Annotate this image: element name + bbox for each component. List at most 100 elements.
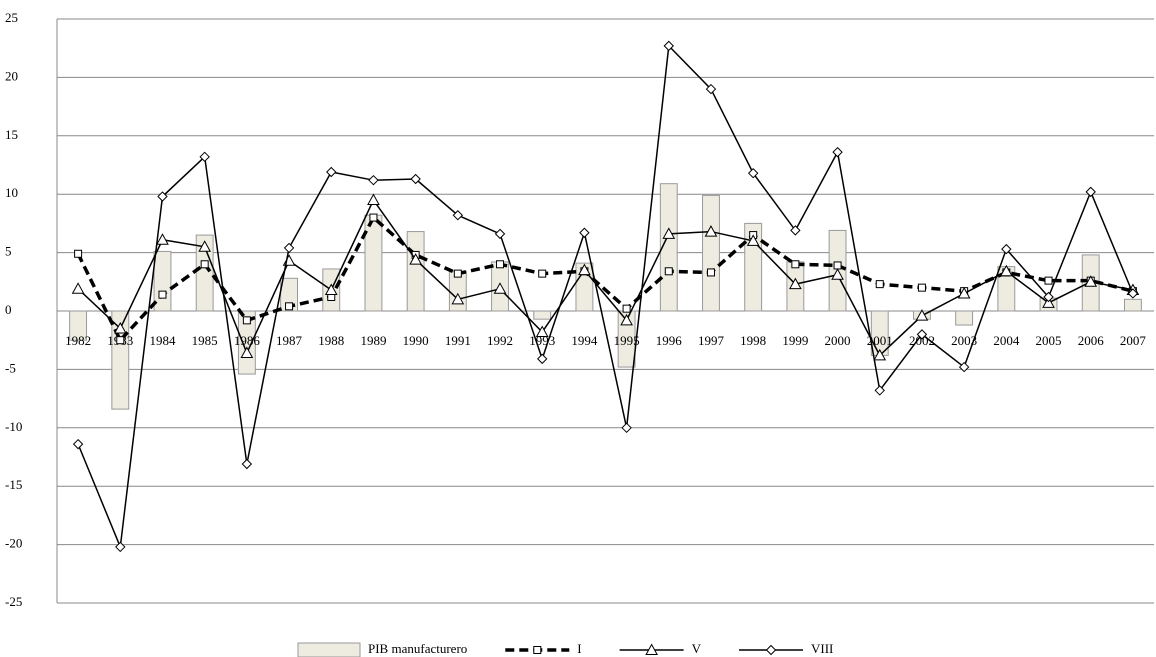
- x-tick-label: 1987: [276, 333, 303, 348]
- marker: [579, 227, 590, 238]
- marker: [663, 40, 674, 52]
- marker: [1044, 276, 1053, 285]
- x-tick-label: 1995: [614, 333, 640, 348]
- x-tick-label: 2000: [825, 333, 851, 348]
- marker: [157, 191, 168, 202]
- marker: [875, 280, 884, 289]
- marker: [706, 268, 715, 277]
- x-tick-label: 2004: [993, 333, 1020, 348]
- marker: [1084, 275, 1098, 287]
- marker: [451, 292, 465, 305]
- legend-marker: [645, 643, 658, 655]
- bar: [1123, 298, 1142, 312]
- marker: [1001, 243, 1012, 255]
- y-tick-label: -5: [5, 360, 16, 375]
- marker: [1043, 291, 1054, 303]
- marker: [452, 210, 464, 221]
- marker: [242, 316, 251, 325]
- marker: [874, 385, 885, 396]
- x-tick-label: 2006: [1078, 333, 1105, 348]
- marker: [72, 438, 84, 450]
- marker: [873, 348, 887, 361]
- x-tick-label: 1993: [529, 333, 555, 348]
- line: [76, 214, 1134, 344]
- marker: [1127, 288, 1139, 299]
- line: [77, 198, 1134, 357]
- bar: [533, 310, 552, 320]
- marker: [115, 541, 126, 553]
- x-tick-label: 1990: [403, 333, 429, 348]
- x-tick-label: 2003: [951, 333, 977, 348]
- bar: [195, 234, 214, 312]
- y-tick-label: 25: [5, 10, 18, 25]
- marker: [116, 336, 125, 345]
- marker: [620, 313, 633, 326]
- marker: [71, 282, 85, 294]
- marker: [538, 269, 547, 278]
- bar: [364, 214, 383, 312]
- marker: [578, 263, 591, 276]
- legend-marker: [765, 644, 777, 656]
- legend-label: V: [692, 641, 702, 656]
- y-tick-label: 5: [5, 244, 12, 259]
- bar: [406, 231, 425, 312]
- bar: [659, 183, 678, 312]
- marker: [200, 260, 209, 269]
- bar: [702, 194, 720, 312]
- y-tick-label: -15: [5, 477, 22, 492]
- line: [77, 44, 1134, 550]
- x-tick-label: 1982: [65, 333, 91, 348]
- y-tick-label: 0: [5, 302, 12, 317]
- marker: [453, 269, 462, 278]
- marker: [410, 173, 421, 185]
- marker: [369, 213, 378, 222]
- x-tick-label: 1984: [149, 333, 176, 348]
- x-tick-label: 1999: [782, 333, 808, 348]
- legend-swatch: [297, 642, 361, 657]
- marker: [240, 346, 254, 359]
- x-tick-label: 2005: [1036, 333, 1062, 348]
- legend-label: VIII: [811, 641, 833, 656]
- marker: [409, 253, 422, 265]
- marker: [790, 225, 801, 236]
- marker: [283, 242, 295, 254]
- y-tick-label: -20: [5, 536, 22, 551]
- bar: [955, 310, 974, 326]
- marker: [662, 227, 676, 239]
- legend-label: I: [577, 641, 581, 656]
- marker: [917, 283, 926, 292]
- marker: [496, 260, 505, 269]
- y-tick-label: 10: [5, 185, 18, 200]
- marker: [156, 233, 169, 245]
- marker: [833, 261, 842, 270]
- marker: [367, 193, 380, 206]
- marker: [789, 277, 802, 290]
- legend-marker: [533, 646, 542, 654]
- marker: [831, 268, 844, 280]
- x-tick-label: 2007: [1120, 333, 1147, 348]
- x-tick-label: 1988: [318, 333, 344, 348]
- marker: [494, 228, 506, 240]
- y-tick-label: 20: [5, 68, 18, 83]
- x-tick-label: 1985: [192, 333, 218, 348]
- x-tick-label: 1994: [571, 333, 598, 348]
- marker: [621, 422, 632, 434]
- marker: [747, 167, 759, 179]
- marker: [198, 240, 212, 252]
- x-tick-label: 1986: [234, 333, 261, 348]
- marker: [74, 249, 83, 258]
- legend-label: PIB manufacturero: [368, 641, 467, 656]
- marker: [832, 146, 843, 158]
- marker: [704, 225, 718, 237]
- marker: [326, 166, 337, 178]
- marker: [916, 329, 928, 340]
- marker: [664, 267, 673, 276]
- marker: [537, 353, 548, 365]
- y-tick-label: -25: [5, 594, 22, 609]
- marker: [999, 264, 1013, 277]
- marker: [622, 304, 631, 313]
- bar: [237, 310, 256, 375]
- x-tick-label: 1989: [360, 333, 386, 348]
- marker: [158, 290, 167, 299]
- marker: [368, 174, 379, 186]
